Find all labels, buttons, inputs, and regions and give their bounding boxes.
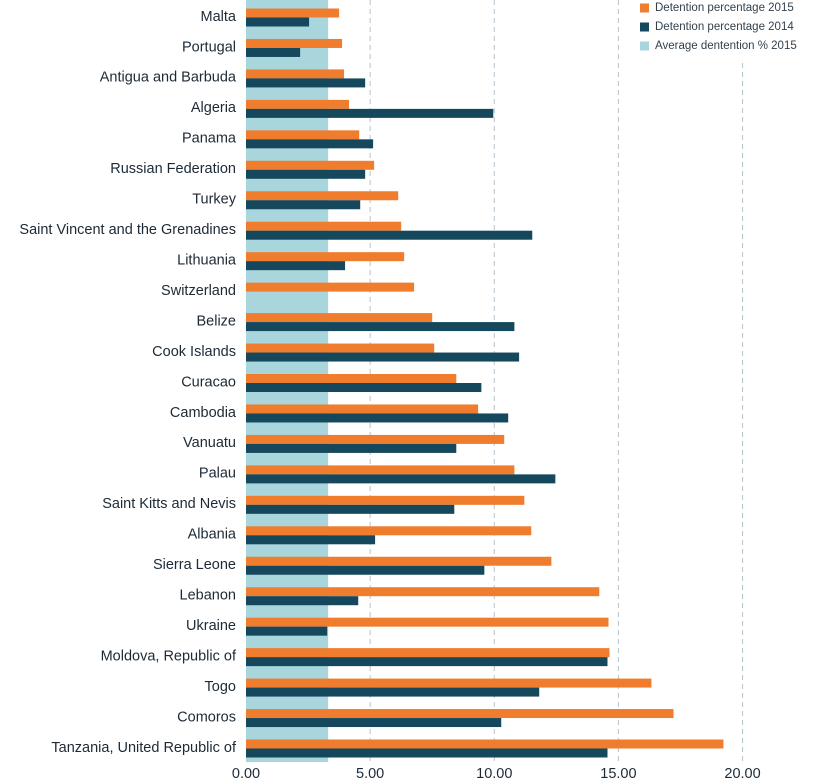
bar (246, 474, 556, 484)
bar (246, 47, 301, 57)
y-tick-label: Saint Vincent and the Grenadines (19, 222, 236, 238)
x-tick-label: 20.00 (724, 766, 760, 780)
x-tick-label: 0.00 (232, 766, 260, 780)
bar (246, 160, 375, 170)
bar (246, 130, 360, 140)
y-tick-label: Vanuatu (183, 435, 236, 451)
bar (246, 17, 310, 27)
bar (246, 221, 402, 231)
bar (246, 687, 540, 697)
y-tick-label: Saint Kitts and Nevis (102, 496, 236, 512)
y-tick-label: Sierra Leone (153, 557, 236, 573)
bar (246, 648, 610, 658)
bar (246, 69, 345, 79)
y-tick-label: Antigua and Barbuda (100, 70, 237, 86)
legend-label: Average dentention % 2015 (655, 40, 797, 52)
y-tick-label: Malta (201, 9, 237, 25)
y-tick-label: Russian Federation (110, 161, 236, 177)
legend-swatch (640, 3, 649, 13)
y-tick-label: Palau (199, 466, 236, 482)
bar (246, 526, 532, 536)
bar (246, 200, 361, 210)
y-tick-label: Tanzania, United Republic of (51, 740, 237, 756)
bar (246, 556, 552, 566)
y-tick-label: Turkey (192, 192, 237, 208)
y-tick-label: Togo (205, 679, 236, 695)
bar (246, 465, 515, 475)
bar (246, 596, 359, 606)
y-tick-label: Panama (182, 131, 237, 147)
y-tick-label: Belize (197, 313, 237, 329)
bar (246, 678, 652, 688)
bar (246, 169, 366, 179)
bar (246, 99, 350, 109)
bar (246, 748, 608, 758)
y-tick-label: Curacao (181, 374, 236, 390)
bar (246, 434, 505, 444)
x-tick-label: 10.00 (476, 766, 512, 780)
y-tick-label: Lebanon (180, 588, 236, 604)
y-tick-label: Switzerland (161, 283, 236, 299)
bar (246, 282, 415, 292)
bar (246, 139, 374, 149)
bar (246, 739, 724, 749)
y-tick-label: Ukraine (186, 618, 236, 634)
bar (246, 657, 608, 667)
bar (246, 404, 479, 414)
bar (246, 108, 494, 118)
bar (246, 374, 457, 383)
bar (246, 343, 435, 353)
bar (246, 313, 433, 323)
bar (246, 413, 509, 423)
y-tick-label: Cook Islands (152, 344, 236, 360)
bar (246, 261, 346, 271)
bar (246, 8, 340, 18)
bar (246, 504, 455, 514)
bar (246, 495, 525, 505)
bar (246, 626, 328, 636)
x-tick-label: 5.00 (356, 766, 384, 780)
bar (246, 383, 482, 392)
bar (246, 709, 674, 719)
bar (246, 535, 376, 545)
y-tick-label: Cambodia (170, 405, 237, 421)
bar (246, 38, 343, 48)
legend-label: Detention percentage 2015 (655, 2, 794, 14)
bar (246, 78, 366, 88)
legend: Detention percentage 2015 Detention perce… (630, 0, 824, 62)
bar (246, 352, 520, 362)
bar (246, 322, 515, 332)
legend-swatch (640, 41, 649, 51)
y-tick-label: Portugal (182, 39, 236, 55)
bar (246, 718, 502, 728)
bar (246, 617, 609, 627)
legend-background (630, 0, 824, 62)
bar (246, 565, 485, 575)
bar (246, 252, 405, 262)
legend-swatch (640, 22, 649, 32)
y-tick-label: Moldova, Republic of (101, 648, 237, 664)
y-tick-label: Comoros (177, 709, 236, 725)
bar (246, 230, 533, 240)
bar (246, 443, 457, 453)
y-tick-label: Albania (188, 527, 237, 543)
bar (246, 191, 399, 201)
y-tick-label: Algeria (191, 100, 237, 116)
y-tick-label: Lithuania (177, 252, 237, 268)
bar (246, 587, 600, 597)
x-tick-label: 15.00 (600, 766, 636, 780)
legend-label: Detention percentage 2014 (655, 21, 794, 33)
